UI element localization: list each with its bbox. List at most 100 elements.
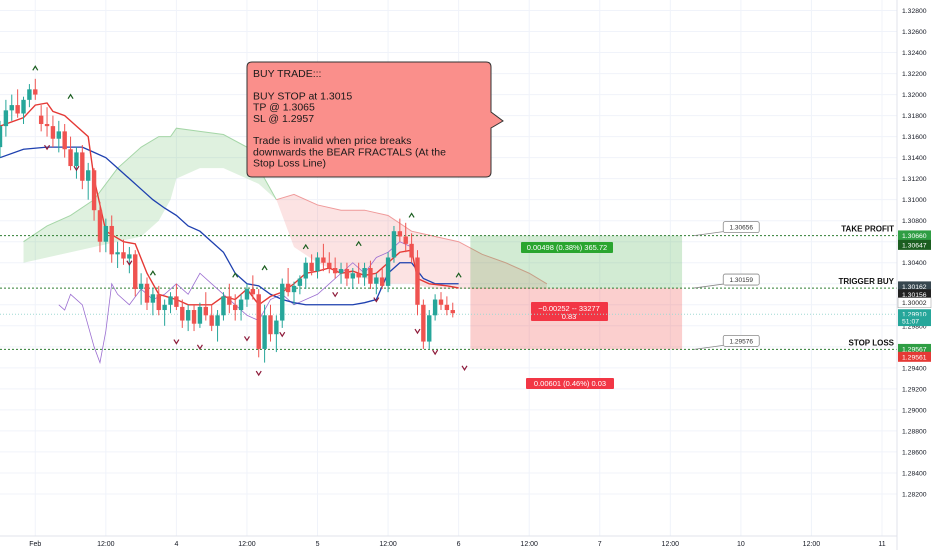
candle-body <box>227 296 232 305</box>
cloud-bullish <box>23 128 277 263</box>
target-label: 0.00498 (0.38%) 365.72 <box>527 243 607 252</box>
candle-body <box>344 269 350 279</box>
candle-body <box>250 289 256 295</box>
fractal-up-marker <box>32 65 39 71</box>
candle-body <box>0 126 3 148</box>
candle-body <box>56 131 61 139</box>
tag-box <box>722 273 760 286</box>
candle-body <box>432 299 438 316</box>
candle-body <box>391 231 397 258</box>
time-axis[interactable]: Feb 12:00 4 12:00 5 12:00 6 12:00 7 12:00 10 12:00 1… <box>0 535 897 548</box>
candle-body <box>15 105 20 114</box>
candle-body <box>133 254 138 290</box>
price-badge-bg <box>898 281 931 292</box>
price-tick-label: 1.29000 <box>902 407 927 414</box>
horizontal-levels[interactable]: TAKE PROFIT 1.30656 TRIGGER BUY 1.30159 STOP… <box>0 221 897 350</box>
price-tick-label: 1.31000 <box>902 197 927 204</box>
candle-body <box>268 315 273 335</box>
target-label-bg <box>521 242 613 253</box>
note-callout <box>246 61 504 178</box>
note-line: Stop Loss Line) <box>253 158 326 170</box>
candle-body <box>97 210 103 242</box>
candle-body <box>221 296 226 316</box>
note-line: downwards the BEAR FRACTALS (At the <box>253 146 446 158</box>
note-line: TP @ 1.3065 <box>253 102 315 114</box>
fractal-up-marker <box>67 93 74 100</box>
price-badge-bg <box>898 289 931 300</box>
price-badge: 1.30660 <box>902 233 927 240</box>
price-axis-bg <box>897 0 932 550</box>
stop-label: 0.00601 (0.46%) 0.03 <box>534 379 606 388</box>
time-tick-label: 4 <box>174 541 178 548</box>
fractal-down-marker <box>255 370 262 377</box>
candle-body <box>209 315 214 326</box>
note-line: BUY STOP at 1.3015 <box>253 90 352 102</box>
price-tick-label: 1.31200 <box>902 176 927 183</box>
price-tick-label: 1.32800 <box>902 8 927 15</box>
candle-body <box>9 105 14 111</box>
price-tick-label: 1.32200 <box>902 71 927 78</box>
tag-pointer <box>693 283 724 289</box>
tag-value: 1.30656 <box>729 225 753 232</box>
candle-body <box>33 89 38 95</box>
price-tick-label: 1.32600 <box>902 29 927 36</box>
fractal-down-marker <box>196 344 203 350</box>
candle-body <box>27 89 32 100</box>
level-label: STOP LOSS <box>849 338 895 347</box>
price-tick-label: 1.32400 <box>902 50 927 57</box>
candle-body <box>285 283 291 293</box>
candle-body <box>350 273 355 279</box>
price-tick-label: 1.28800 <box>902 428 927 435</box>
fractal-down-marker <box>44 144 51 151</box>
candle-body <box>138 283 144 290</box>
tag-value: 1.29576 <box>729 338 753 345</box>
candle-body <box>50 126 56 139</box>
price-tick-label: 1.30400 <box>902 260 927 267</box>
price-badge: 1.30162 <box>902 284 927 291</box>
time-tick-label: 11 <box>878 541 885 548</box>
candle-body <box>86 170 91 181</box>
fractal-down-marker <box>243 336 250 342</box>
fractal-down-marker <box>126 260 133 266</box>
candle-body <box>62 131 67 150</box>
candle-body <box>397 231 403 237</box>
candle-body <box>174 296 179 307</box>
candle-body <box>303 262 308 279</box>
price-tick-label: 1.28200 <box>902 491 927 498</box>
candle-body <box>103 225 109 242</box>
price-tick-label: 1.29800 <box>902 323 927 330</box>
candle-body <box>309 262 314 272</box>
candle-body <box>450 310 455 314</box>
candle-body <box>44 124 50 127</box>
price-badge: 51:07 <box>902 319 919 326</box>
candle-body <box>385 257 391 286</box>
candle-body <box>185 310 191 321</box>
fractal-down-marker <box>414 328 421 335</box>
long-position-tool[interactable]: 0.00498 (0.38%) 365.72−0.00252 -- 332770… <box>470 235 683 389</box>
price-axis[interactable]: 1.32800 1.32600 1.32400 1.32200 1.32000 1.318… <box>896 0 932 550</box>
candle-body <box>162 304 167 311</box>
time-tick-label: Feb <box>29 541 41 548</box>
time-tick-label: 12:00 <box>662 541 680 548</box>
time-tick-label: 12:00 <box>238 541 256 548</box>
level-label: TAKE PROFIT <box>841 225 894 234</box>
fractals <box>32 65 468 377</box>
price-tick-label: 1.31400 <box>902 155 927 162</box>
stop-label-bg <box>526 378 614 389</box>
fractal-down-marker <box>461 365 468 371</box>
candle-body <box>327 262 332 268</box>
candle-body <box>262 315 267 349</box>
candle-body <box>421 304 426 342</box>
candle-body <box>38 115 44 125</box>
price-badge: 1.29561 <box>902 354 927 361</box>
tag-box <box>722 221 760 234</box>
entry-label-line2: 0.83 <box>562 312 577 321</box>
candle-body <box>156 294 161 311</box>
candle-body <box>144 283 150 303</box>
candle-body <box>274 320 279 335</box>
candle-body <box>409 243 414 258</box>
price-badge-bg <box>898 230 931 241</box>
candle-body <box>191 310 197 324</box>
